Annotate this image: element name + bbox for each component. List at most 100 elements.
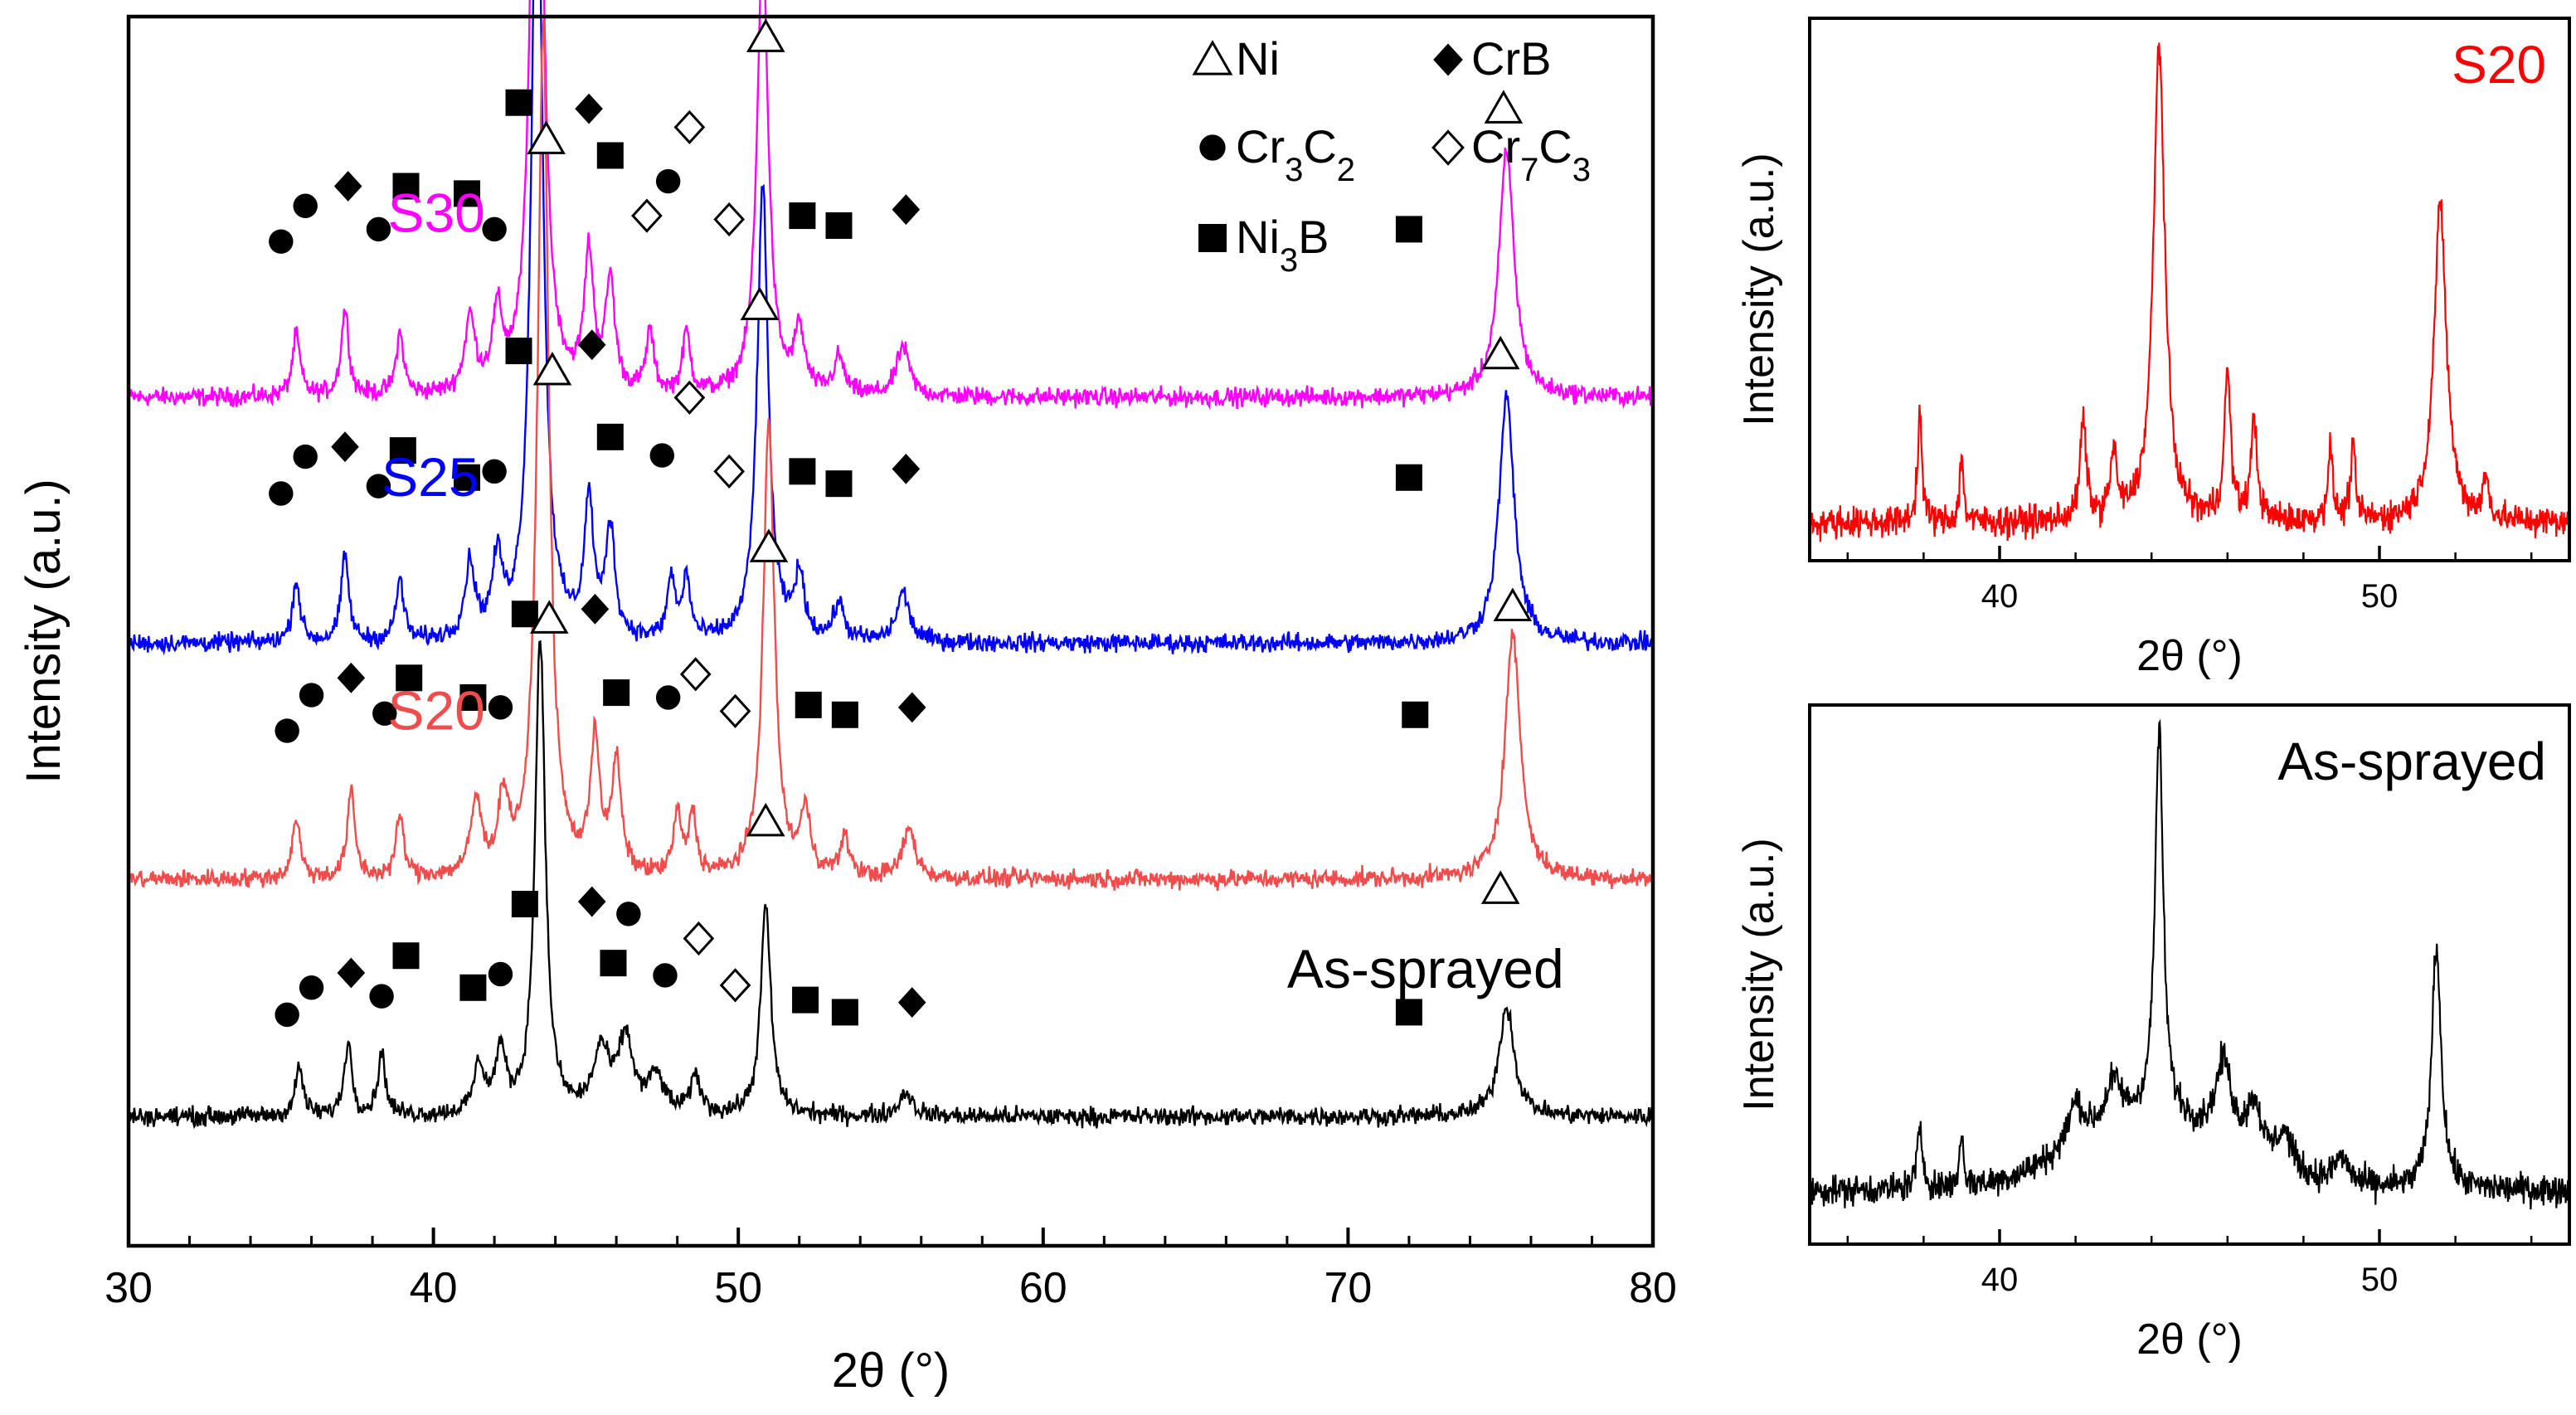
ni3b-square-marker <box>596 423 624 450</box>
cr7c3-diamond-marker <box>673 380 706 416</box>
series-label-s20: S20 <box>387 680 484 742</box>
x-tick-label: 60 <box>1019 1264 1067 1312</box>
ni3b-square-marker <box>1395 464 1422 491</box>
ni3b-square-marker <box>389 437 416 464</box>
ni-triangle-marker <box>1192 40 1233 75</box>
series-line-s25 <box>129 0 1654 656</box>
cr7c3-diamond-marker <box>719 693 751 728</box>
cr7c3-diamond-marker <box>1431 129 1465 166</box>
x-tick-label: 50 <box>714 1264 762 1312</box>
cr3c2-circle-marker <box>649 443 675 468</box>
ni3b-square-marker <box>454 180 481 207</box>
cr7c3-diamond-marker <box>719 968 751 1003</box>
crb-diamond-marker <box>892 453 921 484</box>
cr7c3-diamond-marker <box>673 109 706 145</box>
x-tick-label: 40 <box>410 1264 458 1312</box>
inset-series-label: As-sprayed <box>2277 732 2546 791</box>
crb-diamond-marker <box>337 662 366 693</box>
ni-triangle-marker <box>749 528 789 562</box>
main-plot-frame <box>126 14 1655 1248</box>
crb-diamond-marker <box>897 692 926 723</box>
inset-series-label: S20 <box>2452 35 2546 95</box>
cr7c3-diamond-marker <box>631 198 663 233</box>
x-axis-title: 2θ (°) <box>832 1344 950 1398</box>
cr3c2-circle-marker <box>275 718 299 743</box>
ni-triangle-marker <box>746 18 785 52</box>
cr3c2-circle-marker <box>482 216 507 242</box>
ni3b-square-marker <box>792 986 819 1014</box>
cr7c3-diamond-marker <box>683 921 715 956</box>
crb-diamond-marker <box>1433 43 1463 76</box>
legend-entry-label: Cr7C3 <box>1471 120 1591 188</box>
ni-triangle-marker <box>529 600 569 634</box>
crb-diamond-marker <box>897 987 926 1018</box>
ni-triangle-marker <box>1484 90 1524 124</box>
series-label-s25: S25 <box>382 446 479 508</box>
inset-x-tick-label: 40 <box>1981 578 2019 615</box>
ni-triangle-marker <box>740 286 780 320</box>
inset-x-axis-title: 2θ (°) <box>2136 1315 2243 1364</box>
ni3b-square-marker <box>1395 216 1422 243</box>
series-line-s20 <box>129 19 1654 892</box>
cr7c3-diamond-marker <box>679 657 712 692</box>
ni3b-square-marker <box>831 999 858 1026</box>
x-tick-label: 80 <box>1629 1264 1677 1312</box>
cr3c2-circle-marker <box>1199 134 1226 161</box>
inset-y-axis-title: Intensity (a.u.) <box>1735 838 1783 1111</box>
ni3b-square-marker <box>789 458 816 485</box>
cr3c2-circle-marker <box>366 474 391 498</box>
cr3c2-circle-marker <box>482 459 507 484</box>
cr3c2-circle-marker <box>372 701 397 727</box>
crb-diamond-marker <box>577 886 606 917</box>
crb-diamond-marker <box>577 329 606 361</box>
inset-frame <box>1808 703 2571 1246</box>
cr3c2-circle-marker <box>655 685 681 710</box>
ni3b-square-marker <box>505 89 532 116</box>
series-line-as-sprayed <box>129 639 1654 1130</box>
ni-triangle-marker <box>1480 335 1520 370</box>
cr3c2-circle-marker <box>616 902 641 926</box>
ni3b-square-marker <box>825 212 853 239</box>
cr3c2-circle-marker <box>269 229 294 254</box>
inset-x-tick-label: 50 <box>2361 1262 2399 1298</box>
ni3b-square-marker <box>1198 224 1227 252</box>
ni3b-square-marker <box>454 464 481 491</box>
cr3c2-circle-marker <box>488 695 513 720</box>
cr3c2-circle-marker <box>369 984 394 1009</box>
crb-diamond-marker <box>337 957 366 989</box>
ni3b-square-marker <box>1395 999 1422 1026</box>
series-line-s30 <box>129 0 1654 410</box>
inset-y-axis-title: Intensity (a.u.) <box>1735 153 1783 425</box>
inset-x-tick-label: 40 <box>1981 1262 2019 1298</box>
cr3c2-circle-marker <box>293 193 318 218</box>
ni3b-square-marker <box>505 338 532 365</box>
ni3b-square-marker <box>511 601 538 628</box>
legend-entry-label: CrB <box>1471 32 1551 85</box>
series-label-as-sprayed: As-sprayed <box>1287 938 1564 999</box>
ni-triangle-marker <box>746 802 785 837</box>
ni3b-square-marker <box>831 701 858 728</box>
series-label-s30: S30 <box>387 182 484 243</box>
legend: Ni CrB Cr3C2 Cr7C3 Ni3B <box>1192 32 1591 279</box>
ni3b-square-marker <box>600 950 627 977</box>
inset-series-line <box>1809 718 2570 1210</box>
cr3c2-circle-marker <box>488 961 513 987</box>
x-tick-label: 30 <box>104 1264 153 1312</box>
ni3b-square-marker <box>795 691 822 718</box>
ni-triangle-marker <box>1480 870 1520 904</box>
crb-diamond-marker <box>575 93 603 124</box>
ni3b-square-marker <box>511 891 538 918</box>
cr7c3-diamond-marker <box>713 202 746 237</box>
cr3c2-circle-marker <box>366 216 391 242</box>
cr7c3-diamond-marker <box>713 454 746 489</box>
cr3c2-circle-marker <box>653 963 678 988</box>
legend-entry-label: Ni3B <box>1236 211 1329 279</box>
cr3c2-circle-marker <box>655 168 681 194</box>
cr3c2-circle-marker <box>293 444 318 469</box>
cr3c2-circle-marker <box>269 481 294 506</box>
cr3c2-circle-marker <box>275 1002 299 1028</box>
ni3b-square-marker <box>396 664 423 692</box>
y-axis-title: Intensity (a.u.) <box>17 479 70 783</box>
ni3b-square-marker <box>596 142 624 169</box>
